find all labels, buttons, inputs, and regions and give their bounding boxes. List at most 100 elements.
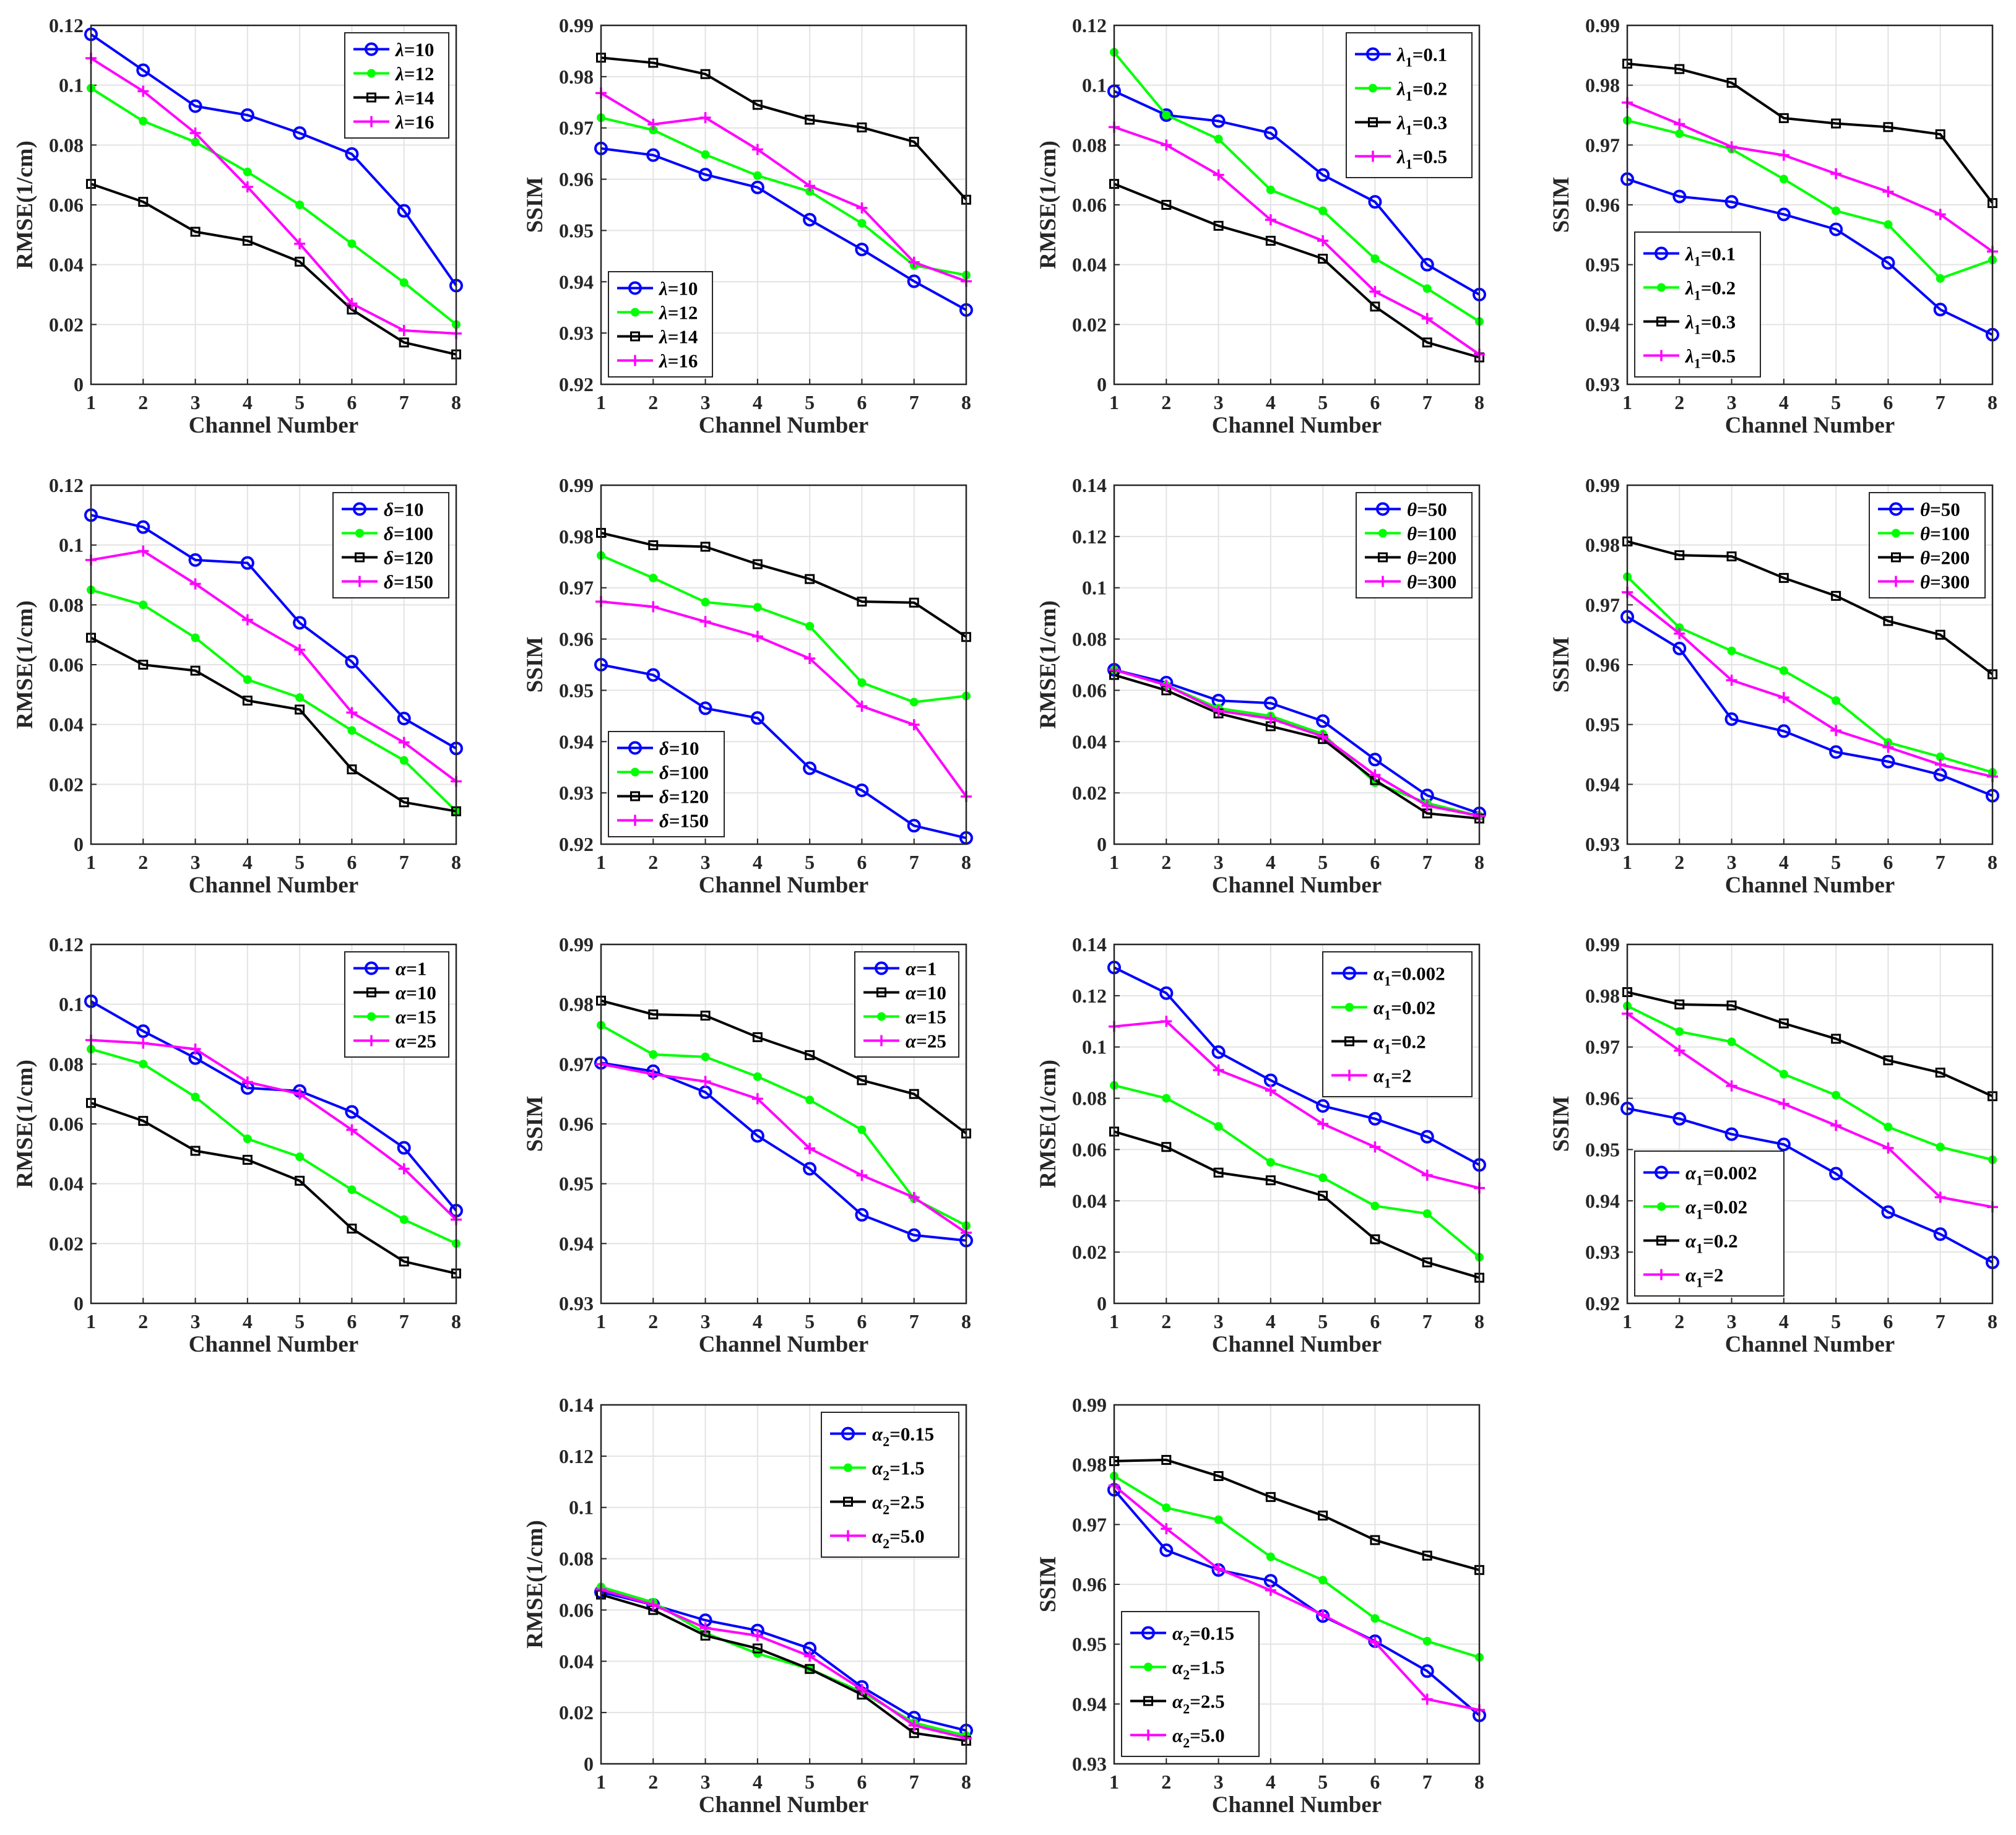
- legend-entry: α1=2: [1331, 1065, 1411, 1091]
- x-tick-label: 4: [1266, 1771, 1276, 1793]
- x-tick-label: 2: [1161, 1771, 1171, 1793]
- data-point: [1214, 1122, 1223, 1131]
- x-tick-label: 5: [1831, 1310, 1841, 1332]
- data-point: [345, 147, 359, 161]
- legend-label: α=15: [396, 1006, 436, 1028]
- legend-label: λ1=0.2: [1684, 277, 1736, 303]
- data-point: [137, 1037, 149, 1049]
- y-tick-label: 0.93: [559, 1292, 594, 1315]
- legend-marker: [1377, 576, 1388, 587]
- legend-entry: λ=16: [353, 111, 434, 133]
- series-line: [1626, 1012, 1993, 1209]
- data-point: [1672, 189, 1687, 204]
- data-point: [1159, 1543, 1174, 1557]
- data-point: [1159, 108, 1174, 122]
- y-tick-label: 0.98: [1072, 1454, 1107, 1476]
- series-line: [1627, 178, 1993, 336]
- data-point: [1935, 129, 1945, 139]
- data-point: [753, 603, 762, 612]
- legend-entry: θ=300: [1365, 571, 1456, 593]
- legend-label: α2=1.5: [1172, 1657, 1225, 1683]
- data-point: [398, 325, 410, 336]
- data-point: [399, 278, 409, 287]
- y-tick-label: 0.12: [1072, 525, 1107, 548]
- x-tick-label: 6: [857, 1310, 867, 1332]
- data-point: [1369, 286, 1381, 298]
- series-3: [596, 528, 971, 642]
- series-line: [1114, 1130, 1480, 1279]
- data-point: [398, 736, 410, 748]
- legend-entry: δ=10: [617, 738, 699, 759]
- legend: λ1=0.1 λ1=0.2 λ1=0.3 λ1=0.5: [1346, 32, 1473, 178]
- y-axis-label: RMSE(1/cm): [12, 1060, 38, 1188]
- series-line: [1627, 62, 1994, 204]
- series-line: [600, 663, 967, 840]
- data-point: [1934, 1191, 1946, 1203]
- y-tick-label: 0.93: [1585, 373, 1620, 395]
- legend-entry: λ1=0.2: [1355, 78, 1447, 104]
- chart-2: 1 2 3 4 5 6 7 8 0.92 0.93 0.94 0.95 0.96 0.97 0.98 0.99…: [522, 14, 973, 438]
- series-line: [600, 92, 967, 283]
- data-point: [294, 644, 306, 655]
- x-tick-label: 3: [1727, 851, 1737, 873]
- legend: λ1=0.1 λ1=0.2 λ1=0.3 λ1=0.5: [1634, 231, 1761, 378]
- legend-marker: [631, 767, 639, 777]
- data-point: [805, 1664, 815, 1674]
- data-point: [1674, 64, 1685, 74]
- data-point: [1675, 1027, 1684, 1036]
- legend-marker: [844, 1463, 852, 1472]
- series-2: [87, 84, 461, 329]
- series-line: [90, 550, 457, 783]
- series-line: [1627, 101, 1994, 253]
- x-tick-label: 8: [451, 851, 461, 873]
- legend-marker: [875, 961, 888, 975]
- data-point: [397, 204, 411, 218]
- chart-3: 1 2 3 4 5 6 7 8 0 0.02 0.04 0.06 0.08 0.1 0.12 Channel …: [1036, 14, 1486, 438]
- data-point: [189, 578, 201, 590]
- legend-entry: α=10: [353, 982, 436, 1004]
- x-tick-label: 2: [1674, 391, 1684, 413]
- series-line: [1114, 1458, 1480, 1571]
- data-point: [1726, 1080, 1737, 1092]
- x-tick-label: 7: [909, 1771, 919, 1793]
- legend-entry: α2=0.15: [1130, 1623, 1234, 1649]
- y-tick-label: 0.97: [559, 577, 594, 599]
- series-line: [600, 1588, 967, 1740]
- legend-entry: α1=0.002: [1331, 963, 1445, 989]
- chart-10: 1 2 3 4 5 6 7 8 0.93 0.94 0.95 0.96 0.97 0.98 0.99 Chan…: [522, 933, 973, 1357]
- data-point: [1933, 303, 1947, 317]
- series-1: [84, 27, 463, 293]
- x-tick-label: 7: [909, 851, 919, 873]
- x-tick-label: 4: [753, 391, 763, 413]
- legend-marker: [367, 1012, 376, 1021]
- series-line: [1627, 1107, 1993, 1264]
- data-point: [907, 274, 921, 288]
- axes-box: [1626, 484, 1994, 845]
- x-tick-label: 6: [857, 1771, 867, 1793]
- data-point: [908, 719, 920, 730]
- x-tick-label: 3: [191, 391, 201, 413]
- legend-marker: [628, 741, 642, 755]
- x-tick-label: 8: [1474, 391, 1484, 413]
- legend-entry: α2=2.5: [830, 1492, 925, 1518]
- data-point: [1778, 572, 1789, 583]
- y-tick-label: 0: [584, 1753, 594, 1775]
- y-tick-label: 0.02: [49, 313, 84, 335]
- data-point: [241, 614, 253, 626]
- x-tick-label: 2: [138, 851, 148, 873]
- data-point: [1831, 118, 1841, 129]
- axes-box: [1626, 24, 1994, 386]
- legend-label: α=15: [906, 1006, 946, 1028]
- data-point: [1162, 111, 1171, 119]
- y-tick-label: 0.96: [559, 168, 594, 191]
- x-tick-label: 4: [243, 391, 253, 413]
- legend-marker: [877, 1012, 886, 1021]
- data-point: [805, 1095, 815, 1105]
- y-tick-label: 0.95: [559, 679, 594, 701]
- data-point: [1831, 1034, 1841, 1044]
- data-point: [753, 1072, 762, 1081]
- x-tick-label: 8: [1474, 1310, 1484, 1332]
- series-line: [1113, 1475, 1480, 1659]
- x-tick-label: 3: [1214, 1771, 1224, 1793]
